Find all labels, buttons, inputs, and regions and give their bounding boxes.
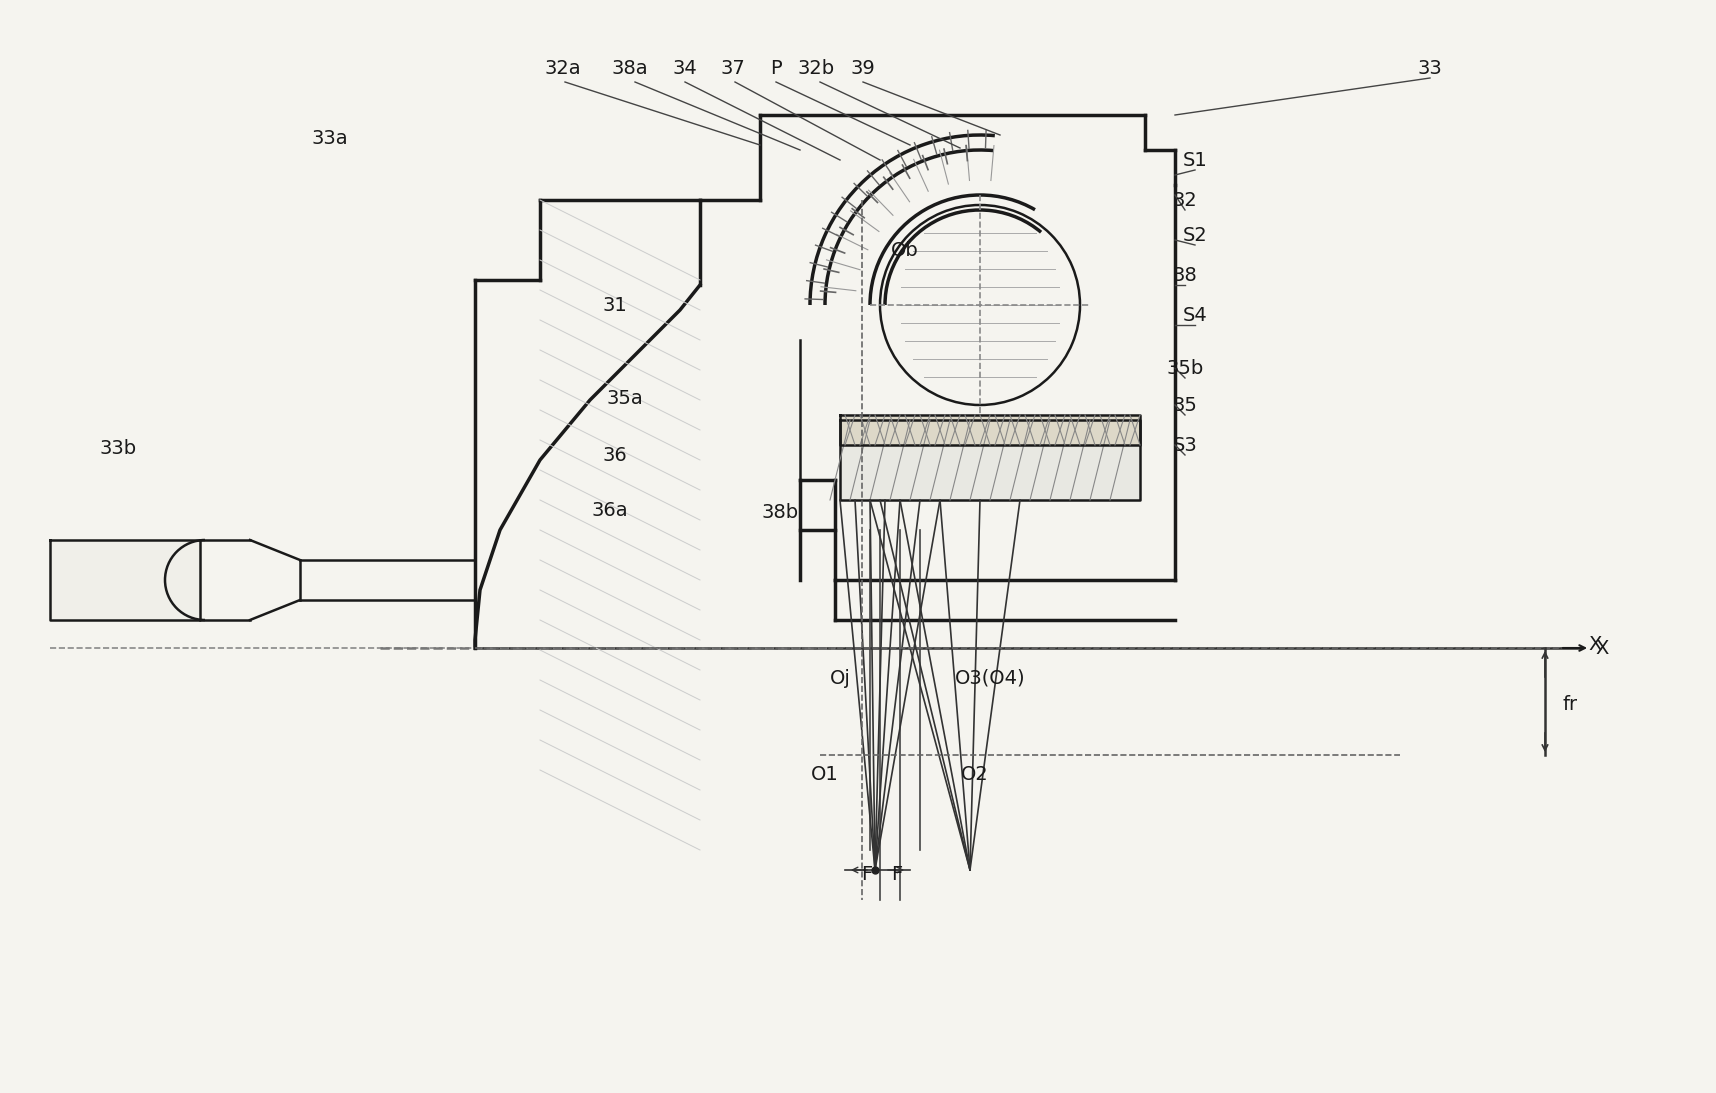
Text: S3: S3 xyxy=(1172,435,1198,455)
Text: 38: 38 xyxy=(1172,266,1198,284)
Text: 36: 36 xyxy=(602,446,628,465)
Text: S2: S2 xyxy=(1182,225,1208,245)
Text: 37: 37 xyxy=(721,59,745,78)
Text: O3(O4): O3(O4) xyxy=(954,669,1026,687)
Text: 35b: 35b xyxy=(1167,359,1203,377)
Text: O1: O1 xyxy=(812,765,839,785)
Text: 39: 39 xyxy=(851,59,875,78)
Polygon shape xyxy=(841,420,1139,500)
Polygon shape xyxy=(841,415,1139,445)
Text: F: F xyxy=(861,866,873,884)
Text: 33: 33 xyxy=(1417,59,1443,78)
Text: 36a: 36a xyxy=(592,501,628,519)
Text: O2: O2 xyxy=(961,765,988,785)
Text: S4: S4 xyxy=(1182,306,1208,325)
Text: X: X xyxy=(1589,635,1601,655)
Text: 35a: 35a xyxy=(607,388,644,408)
Text: 38b: 38b xyxy=(762,503,798,521)
Text: Ob: Ob xyxy=(891,240,918,259)
Text: 32: 32 xyxy=(1172,190,1198,210)
Text: 35: 35 xyxy=(1172,396,1198,414)
Text: 33a: 33a xyxy=(312,129,348,148)
Text: fr: fr xyxy=(1563,695,1577,715)
Text: X: X xyxy=(1594,638,1608,658)
Text: 38a: 38a xyxy=(611,59,649,78)
Text: S1: S1 xyxy=(1182,151,1208,169)
Text: 31: 31 xyxy=(602,295,628,315)
Text: 32a: 32a xyxy=(544,59,582,78)
Text: P: P xyxy=(770,59,782,78)
Text: 32b: 32b xyxy=(798,59,834,78)
Text: Oj: Oj xyxy=(829,669,851,687)
Polygon shape xyxy=(50,540,201,620)
Text: 34: 34 xyxy=(673,59,697,78)
Text: F: F xyxy=(891,866,903,884)
Text: 33b: 33b xyxy=(100,438,137,458)
